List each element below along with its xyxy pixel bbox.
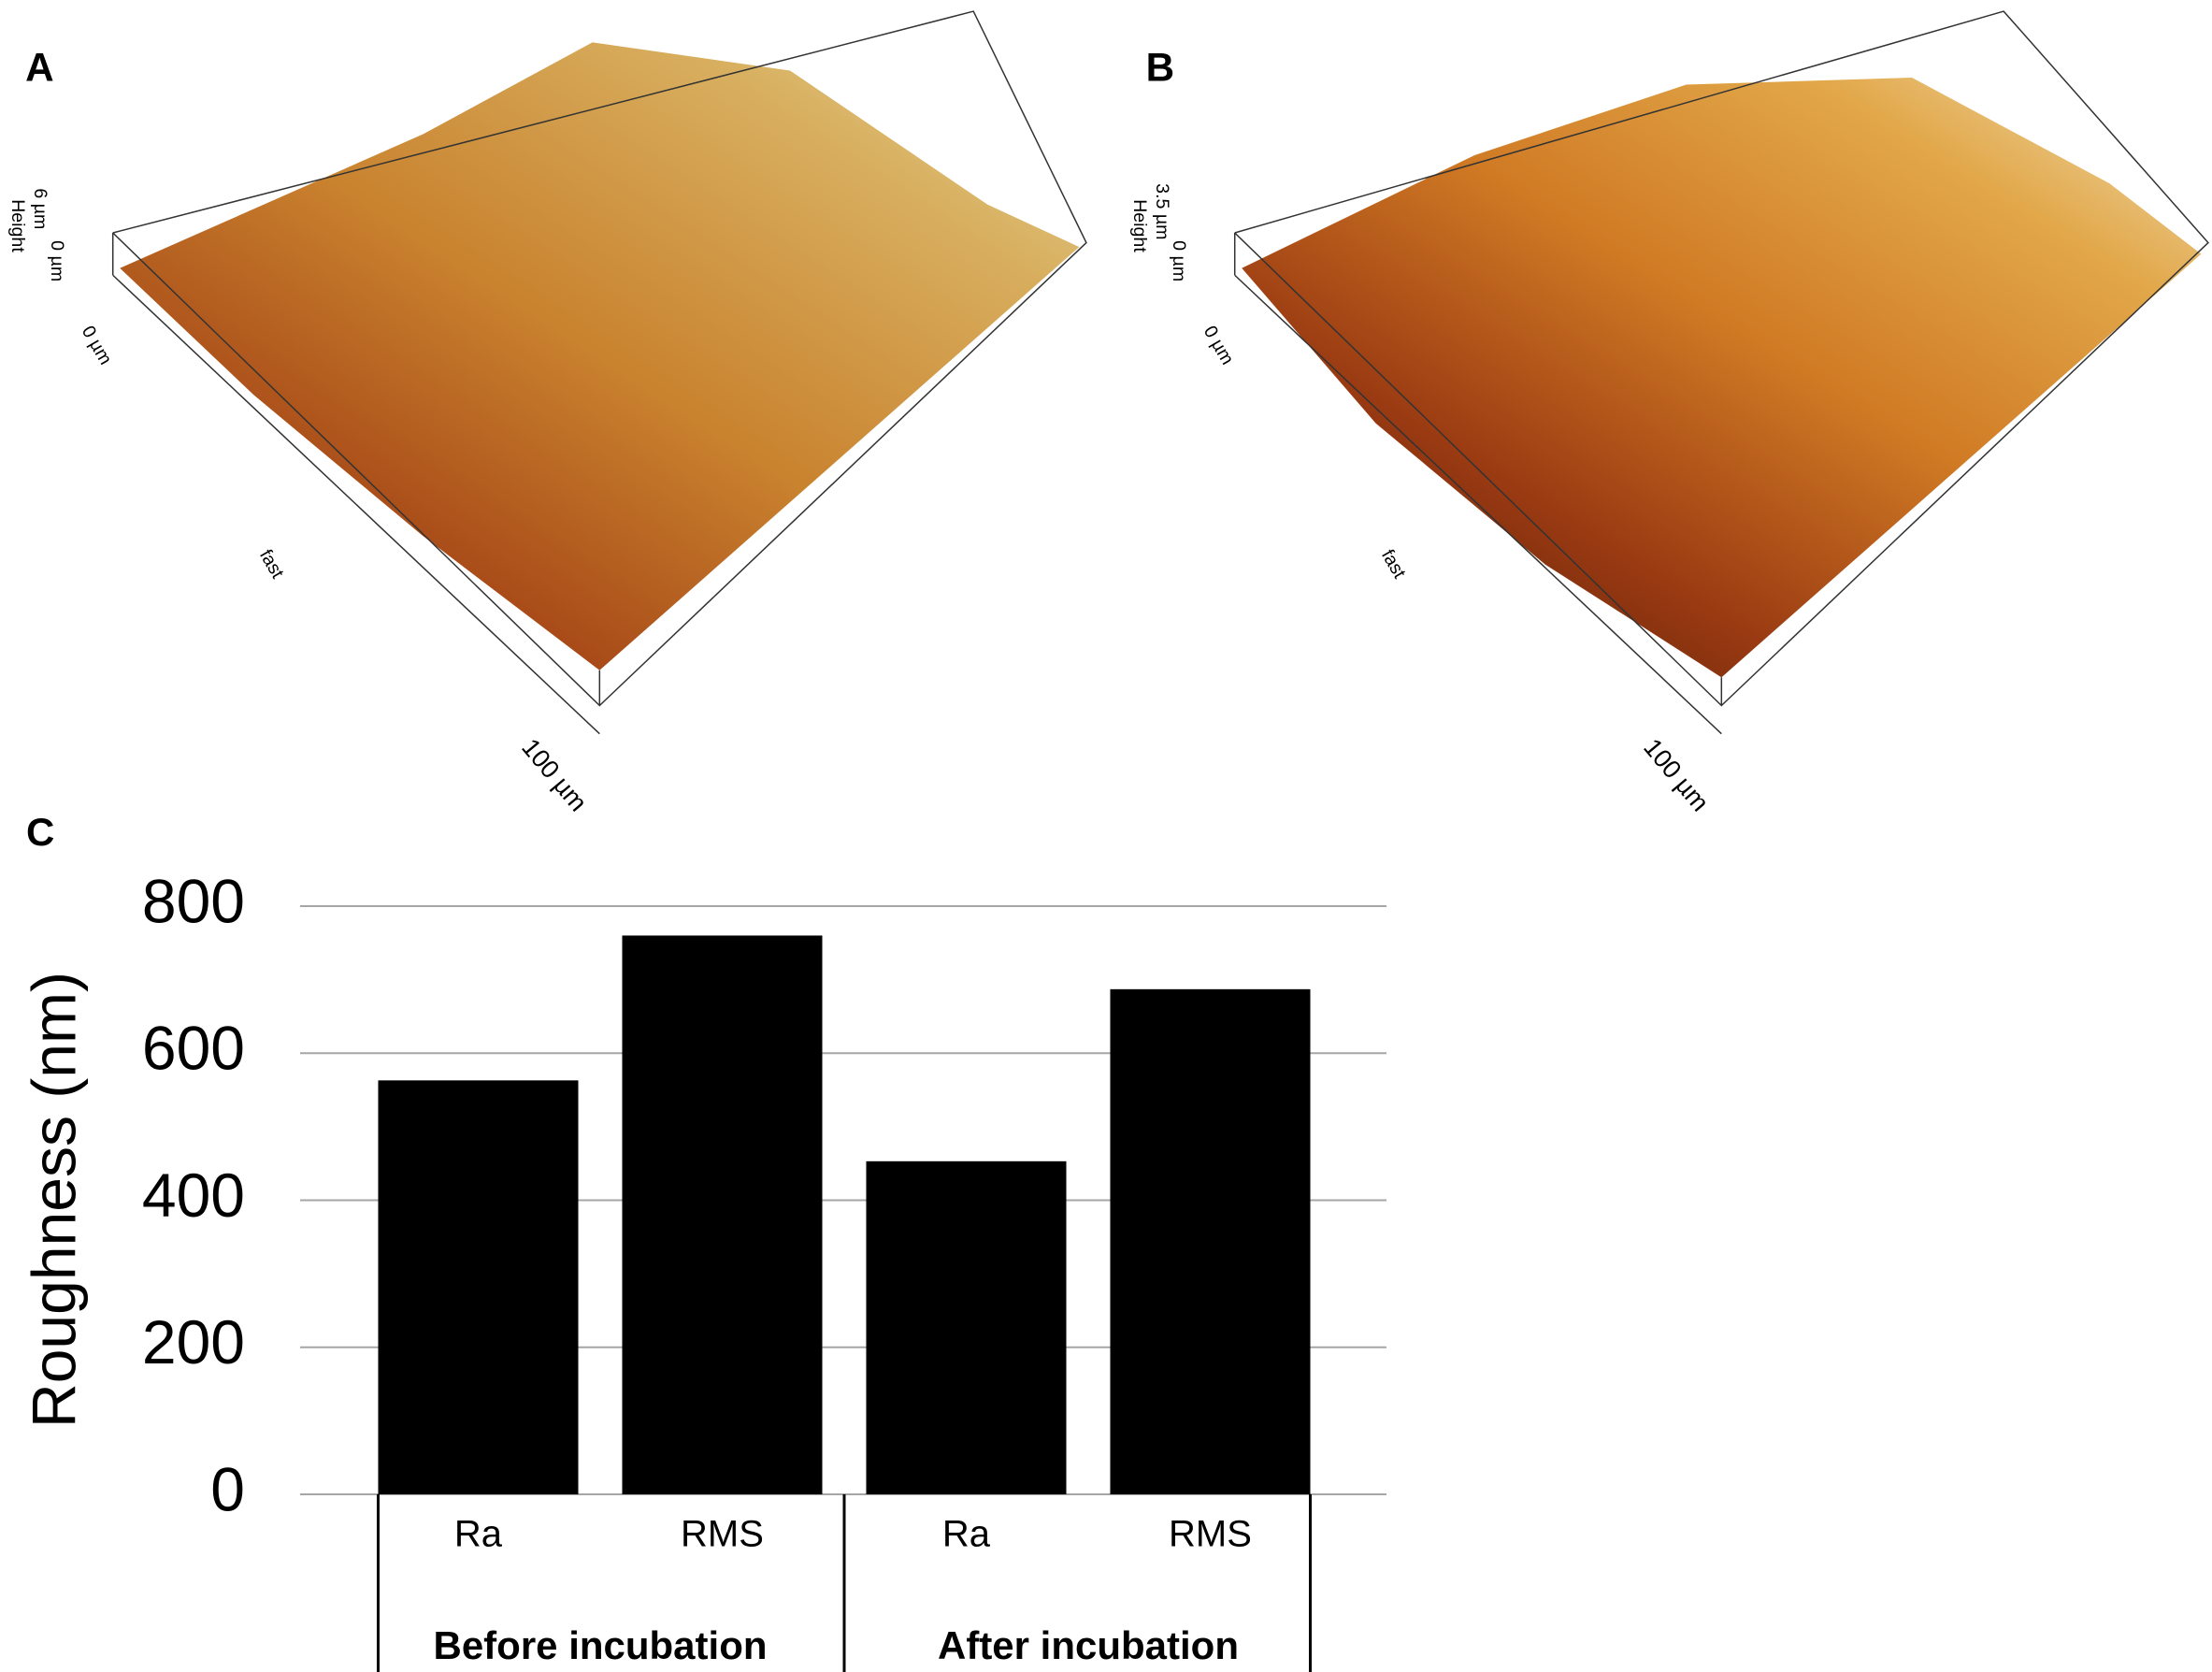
z-min: 0 µm (1169, 240, 1189, 281)
x-tick-label: RMS (1169, 1514, 1252, 1555)
panel-label: B (1146, 46, 1175, 90)
x-tick-label: RMS (681, 1514, 764, 1555)
y-tick-label: 400 (142, 1160, 245, 1230)
group-label: Before incubation (433, 1623, 767, 1667)
afm-panel: B Height 3.5 µm 0 µm 0 µm fast 100 µm (1129, 10, 2209, 817)
panel-label: A (25, 46, 54, 90)
z-max: 3.5 µm (1152, 183, 1172, 239)
surface (120, 42, 1080, 670)
axis (112, 274, 600, 735)
bar (1110, 988, 1311, 1494)
afm-panel: A Height 6 µm 0 µm 0 µm fast 100 µm (7, 10, 1087, 817)
axis (1234, 274, 1722, 735)
extent-label: 100 µm (516, 733, 593, 817)
y-tick-label: 600 (142, 1014, 245, 1083)
extent-label: 100 µm (1638, 733, 1715, 817)
surface (1242, 77, 2202, 678)
box (112, 10, 1087, 707)
origin-label: 0 µm (1199, 323, 1238, 368)
origin-label: 0 µm (78, 323, 116, 368)
bar-chart: 0 200 400 600 800 Ra RMS Ra RMS Before incubation… (142, 866, 1386, 1672)
axis-label: fast (255, 546, 288, 583)
bar (622, 935, 823, 1494)
x-tick-label: Ra (942, 1514, 991, 1555)
height-label: Height (7, 199, 28, 252)
x-tick-label: Ra (454, 1514, 503, 1555)
z-max: 6 µm (30, 188, 50, 229)
bar (378, 1080, 579, 1494)
bar (866, 1160, 1067, 1494)
z-min: 0 µm (47, 240, 67, 281)
y-tick-label: 0 (210, 1454, 245, 1523)
y-tick-label: 200 (142, 1307, 245, 1377)
axis-label: fast (1377, 546, 1410, 583)
y-axis-label: Roughness (nm) (19, 972, 88, 1428)
panel-label: C (26, 810, 54, 854)
y-tick-label: 800 (142, 866, 245, 935)
box (1234, 10, 2209, 707)
group-label: After incubation (938, 1623, 1239, 1667)
height-label: Height (1129, 199, 1150, 252)
